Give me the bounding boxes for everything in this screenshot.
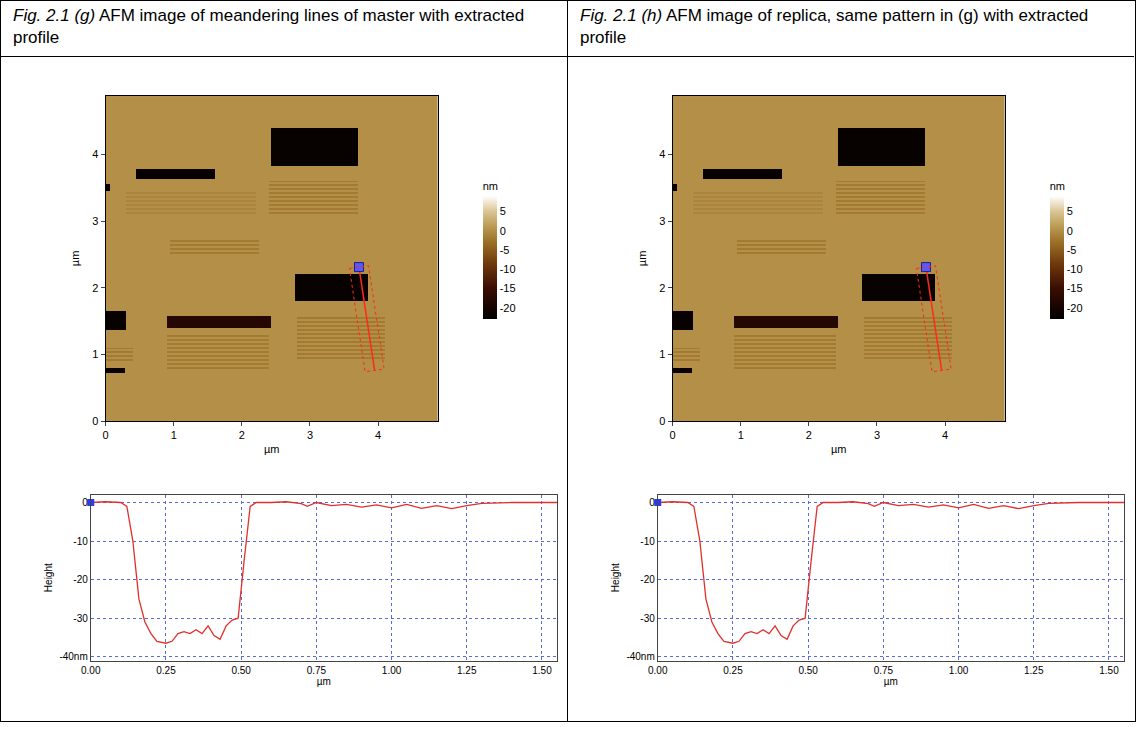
html-text:Fig. 2.1 (g) AFM image of mean: Fig. 2.1 (g) AFM image of meandering lin…	[13, 6, 525, 47]
svg-text:µm: µm	[831, 443, 847, 455]
svg-text:4: 4	[942, 429, 948, 441]
svg-text:0: 0	[670, 429, 676, 441]
svg-text:0: 0	[659, 415, 665, 427]
svg-text:0.00: 0.00	[81, 665, 101, 676]
svg-text:3: 3	[307, 429, 313, 441]
svg-text:-40nm: -40nm	[59, 651, 87, 662]
svg-text:-10: -10	[1067, 263, 1083, 275]
svg-text:4: 4	[659, 148, 665, 160]
svg-text:2: 2	[659, 282, 665, 294]
svg-text:µm: µm	[264, 443, 280, 455]
svg-text:2: 2	[806, 429, 812, 441]
svg-text:3: 3	[874, 429, 880, 441]
svg-text:5: 5	[500, 205, 506, 217]
svg-text:-5: -5	[1067, 244, 1077, 256]
svg-text:0: 0	[500, 225, 506, 237]
svg-text:1: 1	[659, 348, 665, 360]
svg-text:-20: -20	[500, 302, 516, 314]
svg-text:1: 1	[92, 348, 98, 360]
svg-text:0.50: 0.50	[231, 665, 251, 676]
svg-text:0.50: 0.50	[798, 665, 818, 676]
svg-text:3: 3	[659, 215, 665, 227]
svg-text:1.25: 1.25	[1024, 665, 1044, 676]
svg-text:-40nm: -40nm	[626, 651, 654, 662]
svg-text:0: 0	[649, 497, 655, 508]
svg-text:-10: -10	[640, 536, 655, 547]
svg-text:µm: µm	[636, 251, 648, 267]
svg-text:-20: -20	[640, 574, 655, 585]
svg-text:2: 2	[92, 282, 98, 294]
svg-text:1: 1	[738, 429, 744, 441]
svg-text:nm: nm	[1050, 180, 1065, 192]
svg-text:5: 5	[1067, 205, 1073, 217]
svg-text:1: 1	[171, 429, 177, 441]
svg-text:µm: µm	[884, 676, 898, 687]
svg-text:4: 4	[92, 148, 98, 160]
svg-text:-5: -5	[500, 244, 510, 256]
svg-text:0.75: 0.75	[874, 665, 894, 676]
svg-text:4: 4	[375, 429, 381, 441]
svg-text:-30: -30	[640, 613, 655, 624]
svg-text:Height: Height	[43, 563, 54, 592]
svg-text:-15: -15	[1067, 282, 1083, 294]
svg-text:0.00: 0.00	[648, 665, 668, 676]
svg-text:µm: µm	[69, 251, 81, 267]
svg-text:1.50: 1.50	[532, 665, 552, 676]
svg-text:0.75: 0.75	[307, 665, 327, 676]
svg-text:0: 0	[103, 429, 109, 441]
svg-text:-30: -30	[73, 613, 88, 624]
svg-text:-15: -15	[500, 282, 516, 294]
svg-text:0: 0	[82, 497, 88, 508]
svg-text:-10: -10	[500, 263, 516, 275]
svg-text:0: 0	[1067, 225, 1073, 237]
svg-text:-10: -10	[73, 536, 88, 547]
svg-text:1.50: 1.50	[1099, 665, 1119, 676]
svg-text:0.25: 0.25	[723, 665, 743, 676]
svg-text:µm: µm	[317, 676, 331, 687]
html-text:Fig. 2.1 (h) AFM image of repl: Fig. 2.1 (h) AFM image of replica, same …	[580, 6, 1089, 47]
svg-text:1.00: 1.00	[382, 665, 402, 676]
svg-text:-20: -20	[73, 574, 88, 585]
svg-text:-20: -20	[1067, 302, 1083, 314]
svg-text:1.25: 1.25	[457, 665, 477, 676]
svg-text:1.00: 1.00	[949, 665, 969, 676]
svg-text:nm: nm	[483, 180, 498, 192]
svg-text:2: 2	[239, 429, 245, 441]
svg-text:0: 0	[92, 415, 98, 427]
svg-text:0.25: 0.25	[156, 665, 176, 676]
svg-text:Height: Height	[610, 563, 621, 592]
svg-text:3: 3	[92, 215, 98, 227]
